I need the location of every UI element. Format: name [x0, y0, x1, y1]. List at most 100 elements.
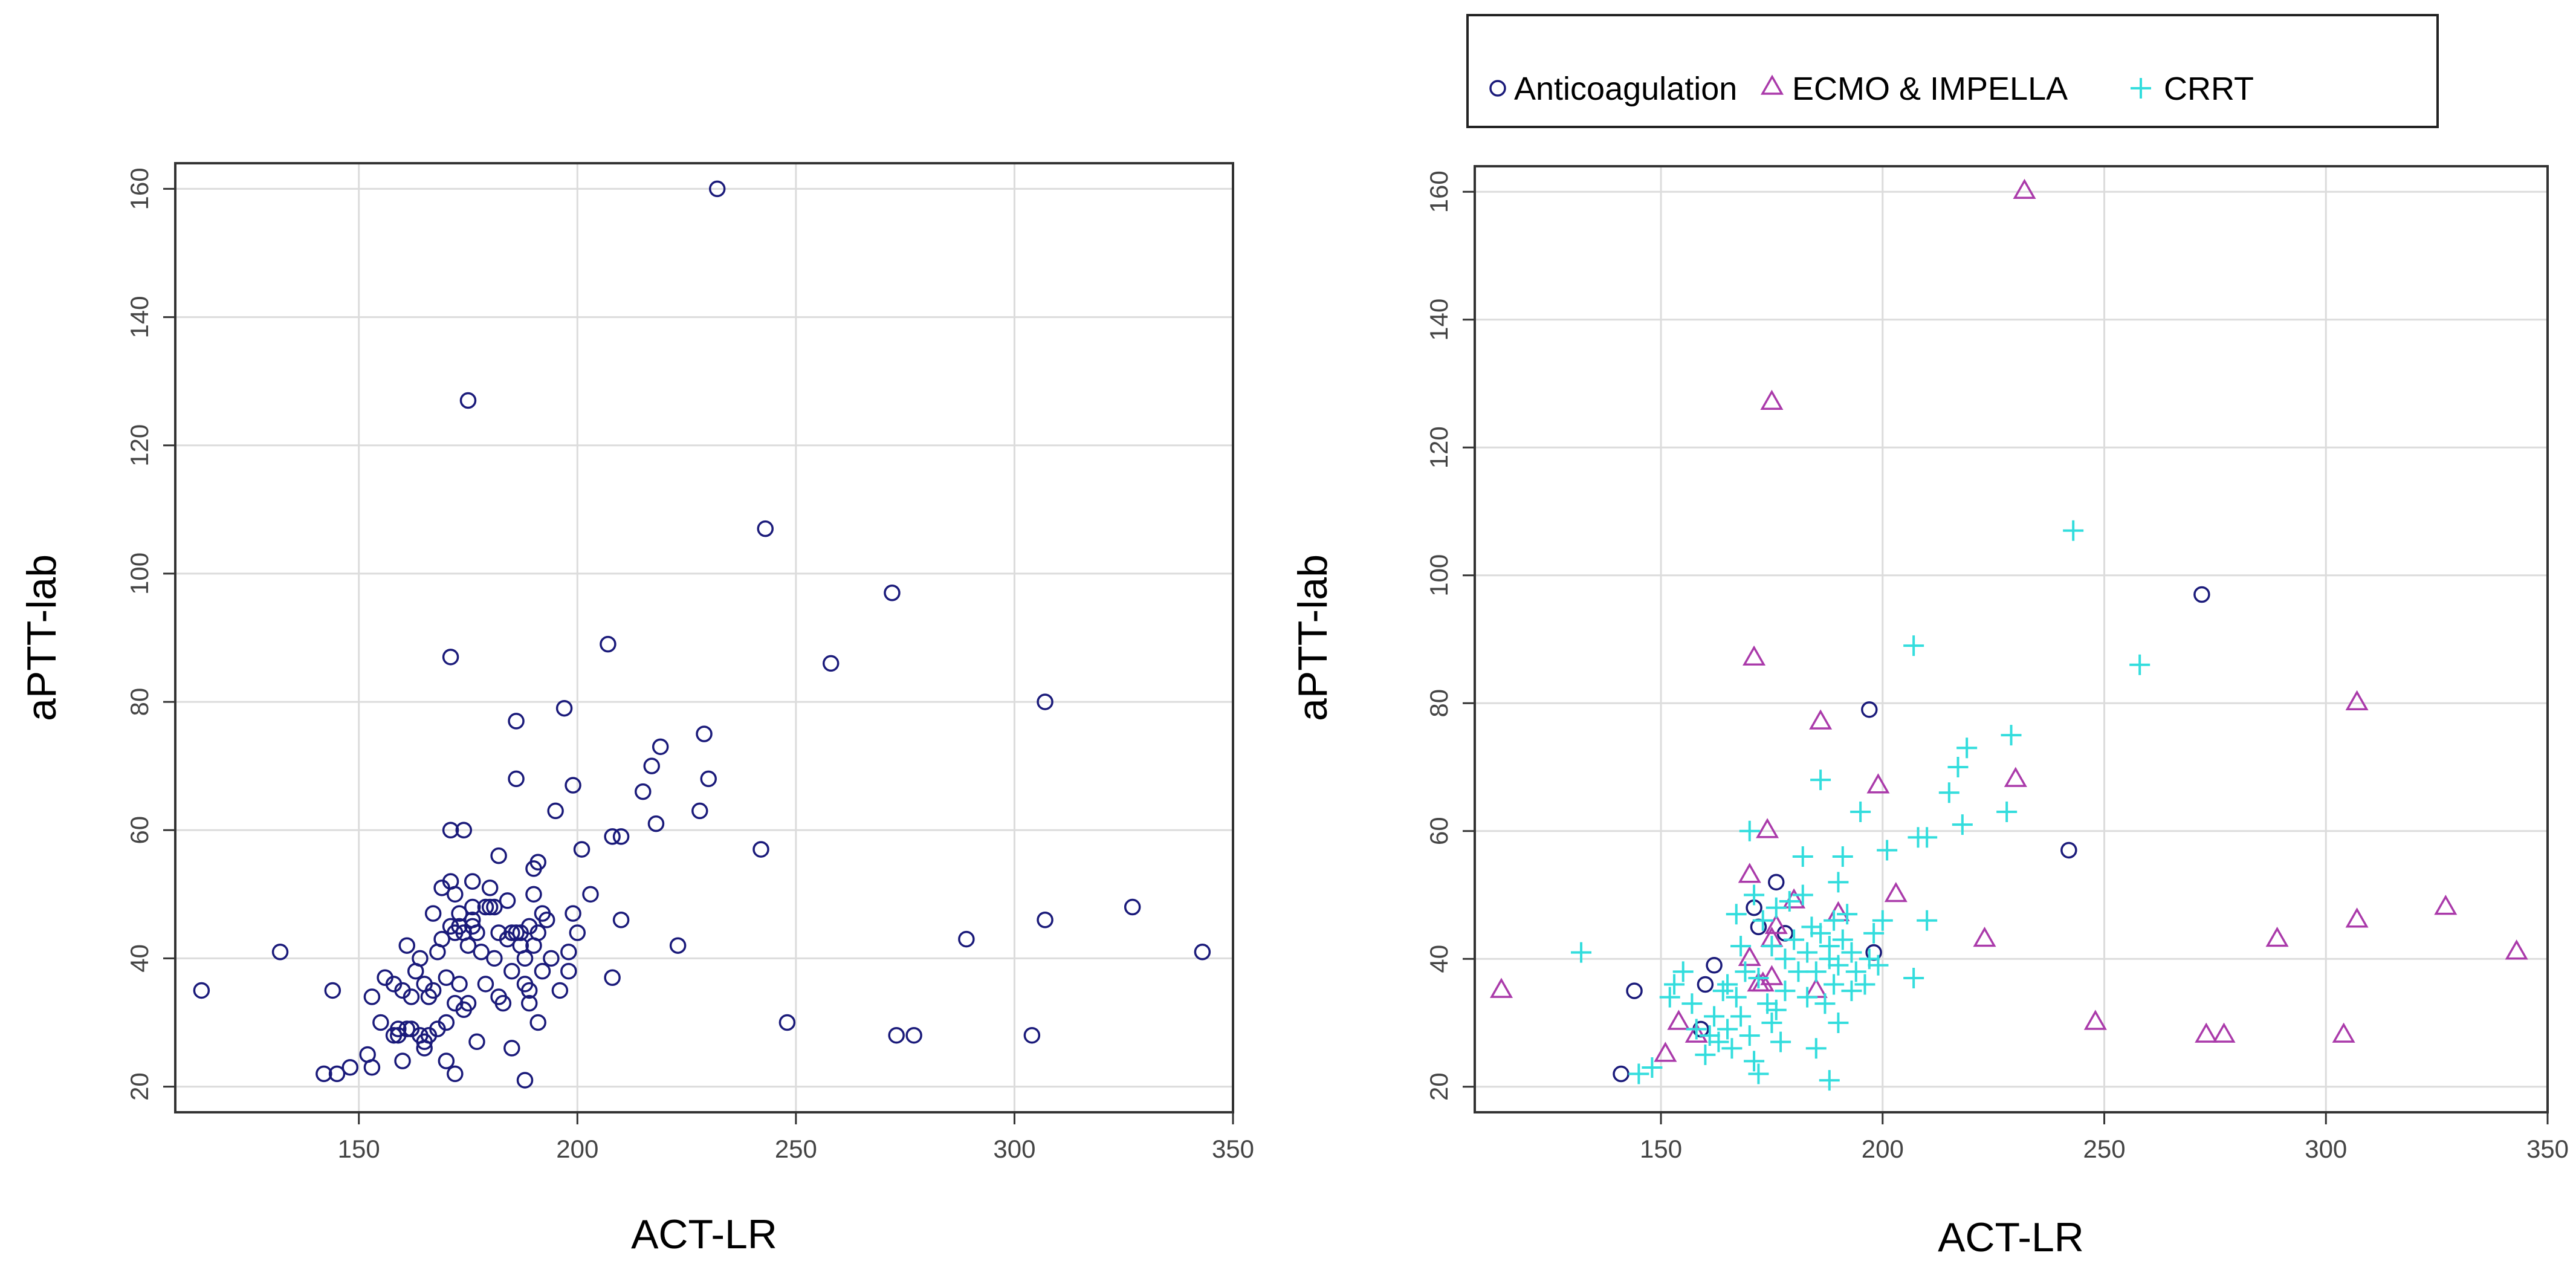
x-tick-label: 150	[1640, 1135, 1682, 1163]
data-point-circle	[451, 905, 468, 922]
data-point-circle	[486, 950, 503, 967]
data-point-plus	[1952, 814, 1973, 835]
data-point-circle	[669, 937, 687, 954]
data-point-circle	[455, 822, 473, 838]
data-point-plus	[1695, 1044, 1716, 1065]
data-point-circle	[560, 962, 577, 980]
data-point-circle	[538, 912, 555, 929]
data-point-circle	[647, 815, 665, 832]
data-point-circle	[569, 924, 586, 941]
y-tick-label: 100	[125, 553, 154, 595]
y-tick-label: 160	[125, 167, 154, 210]
data-point-circle	[1706, 957, 1723, 974]
data-point-circle	[1697, 976, 1714, 993]
x-tick-label: 350	[1212, 1135, 1254, 1163]
data-point-plus	[1797, 987, 1818, 1008]
data-point-circle	[438, 1014, 455, 1031]
data-point-plus	[1792, 846, 1813, 867]
data-point-plus	[1784, 929, 1805, 950]
data-point-circle	[1037, 693, 1053, 710]
data-point-plus	[1761, 936, 1782, 957]
data-point-plus	[2063, 520, 2084, 541]
data-point-circle	[520, 994, 538, 1012]
data-point-triangle	[1973, 926, 1996, 947]
data-point-plus	[1775, 948, 1796, 970]
data-point-circle	[525, 886, 542, 903]
series-crrt	[1571, 520, 2150, 1091]
y-axis-title-left: aPTT-lab	[19, 554, 65, 721]
x-axis-title-right: ACT-LR	[1938, 1214, 2084, 1260]
data-point-plus	[1810, 922, 1831, 944]
data-point-plus	[1877, 840, 1898, 861]
data-point-circle	[447, 1065, 464, 1083]
data-point-plus	[1726, 904, 1747, 925]
data-point-circle	[363, 988, 381, 1005]
scatter-panel-left: 150 200 250 300 350 20 40 60 80 100 120 140 160 ACT…	[19, 162, 1254, 1257]
data-point-circle	[508, 713, 525, 730]
x-axis-ticks-left: 150 200 250 300 350	[338, 1112, 1254, 1163]
data-point-circle	[822, 655, 840, 672]
y-tick-label: 100	[1425, 554, 1453, 597]
data-point-circle	[468, 1033, 485, 1051]
legend: Anticoagulation ECMO & IMPELLA CRRT	[1466, 14, 2439, 128]
data-point-triangle	[1760, 965, 1784, 985]
data-point-circle	[477, 976, 494, 993]
data-point-circle	[555, 699, 573, 717]
y-tick-label: 60	[1425, 817, 1453, 845]
data-point-circle	[884, 584, 901, 601]
data-point-circle	[565, 905, 581, 922]
data-point-circle	[481, 879, 499, 896]
data-point-circle	[582, 886, 599, 903]
points-left	[193, 180, 1211, 1089]
data-point-circle	[573, 841, 591, 858]
data-point-plus	[1748, 967, 1769, 988]
data-point-plus	[1739, 820, 1760, 841]
data-point-plus	[1730, 1006, 1752, 1027]
data-point-circle	[1023, 1026, 1041, 1044]
data-point-circle	[481, 898, 499, 916]
x-tick-label: 150	[338, 1135, 380, 1163]
series-all	[193, 180, 1211, 1089]
data-point-circle	[643, 757, 660, 774]
data-point-circle	[1861, 701, 1878, 718]
data-point-plus	[1841, 942, 1862, 963]
y-tick-label: 20	[1425, 1072, 1453, 1101]
data-point-triangle	[1760, 389, 1784, 410]
data-point-triangle	[1667, 1010, 1691, 1030]
data-point-plus	[1739, 1025, 1760, 1046]
data-point-plus	[1872, 910, 1893, 931]
data-point-triangle	[2083, 1010, 2107, 1030]
data-point-plus	[1828, 954, 1849, 976]
data-point-circle	[757, 520, 774, 537]
data-point-circle	[464, 873, 481, 890]
data-point-plus	[1868, 954, 1889, 976]
plot-area-right	[1475, 166, 2548, 1112]
data-point-circle	[490, 847, 507, 864]
data-point-circle	[403, 988, 420, 1005]
legend-entry-ecmo-impella: ECMO & IMPELLA	[1760, 71, 2068, 107]
data-point-triangle	[1756, 818, 1779, 838]
data-point-plus	[1917, 910, 1938, 931]
data-point-plus	[1805, 1038, 1827, 1059]
data-point-triangle	[1738, 863, 1761, 883]
data-point-plus	[1726, 987, 1747, 1008]
legend-circle-marker	[1489, 80, 1506, 97]
legend-box	[1466, 14, 2439, 128]
legend-label-anticoagulation: Anticoagulation	[1514, 71, 1737, 107]
data-point-plus	[1841, 980, 1862, 1002]
data-point-plus	[1792, 884, 1813, 906]
data-point-plus	[1938, 782, 1960, 803]
data-point-circle	[324, 982, 341, 999]
data-point-triangle	[2013, 178, 2036, 199]
data-point-triangle	[2505, 939, 2528, 960]
data-point-plus	[1721, 1038, 1743, 1059]
data-point-plus	[1819, 936, 1840, 957]
grid-right	[1475, 166, 2549, 1112]
data-point-plus	[1903, 967, 1924, 988]
x-tick-label: 350	[2526, 1135, 2569, 1163]
data-point-circle	[1194, 944, 1211, 961]
x-tick-label: 250	[775, 1135, 817, 1163]
data-point-circle	[600, 635, 616, 653]
data-point-circle	[503, 924, 520, 941]
data-point-circle	[424, 982, 442, 999]
